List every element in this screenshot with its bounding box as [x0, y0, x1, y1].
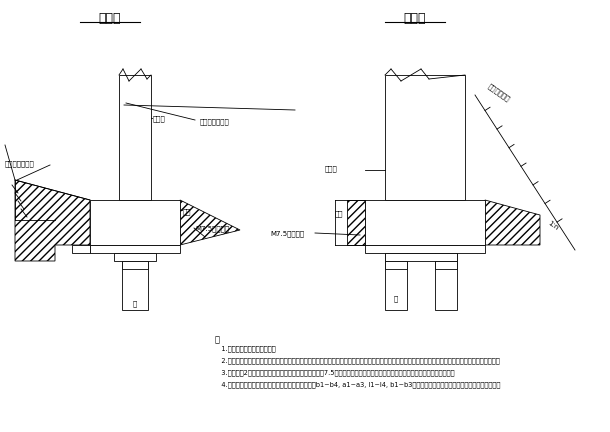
Text: 注: 注: [215, 335, 220, 344]
Text: 设计填筑地面线: 设计填筑地面线: [200, 118, 230, 124]
Text: 墩台身: 墩台身: [153, 115, 166, 122]
Text: M7.5碎卵片石: M7.5碎卵片石: [270, 230, 304, 237]
Text: 墩台身: 墩台身: [325, 165, 338, 172]
Bar: [122, 261, 148, 269]
Polygon shape: [180, 200, 240, 245]
Text: 3.承台周边2米范围内及开挖到各开挖覆盖石面应不大于7.5碎卵片石防护，管壁处不受冲刷，未台高度不放水，保障排水顺畅。: 3.承台周边2米范围内及开挖到各开挖覆盖石面应不大于7.5碎卵片石防护，管壁处不…: [215, 369, 454, 375]
Bar: [90, 245, 180, 253]
Text: 顺桥向: 顺桥向: [99, 12, 121, 25]
Polygon shape: [347, 200, 365, 245]
Text: 承台: 承台: [335, 210, 343, 216]
Bar: [72, 245, 90, 253]
Bar: [385, 253, 457, 261]
Text: 2.施工阶段测量精度应发生变化，应根据现场实际情况有效标高条件，结合设计结构图的情况，对影响范围内支护量的合理性，确保施工及运营阶段的安全。: 2.施工阶段测量精度应发生变化，应根据现场实际情况有效标高条件，结合设计结构图的…: [215, 357, 500, 364]
Bar: [114, 253, 156, 261]
Text: 1:n: 1:n: [547, 220, 559, 232]
Bar: [90, 200, 180, 245]
Text: 外侧填筑地面线: 外侧填筑地面线: [5, 160, 35, 167]
Text: 柱: 柱: [133, 300, 137, 307]
Text: M7.5碎卵片石: M7.5碎卵片石: [195, 225, 229, 232]
Text: 承台: 承台: [183, 208, 192, 215]
Bar: [385, 245, 407, 310]
Bar: [435, 245, 457, 310]
Bar: [385, 261, 407, 269]
Text: 横桥台地面线: 横桥台地面线: [486, 83, 511, 103]
Bar: [365, 245, 485, 253]
Text: 横桥向: 横桥向: [404, 12, 426, 25]
Text: 4.参中数量与实际相符且人入讨，以现场检查为准。b1~b4, a1~a3, l1~l4, b1~b3采用实际勘勘排出覆隔板层厂设计人员共同确定。: 4.参中数量与实际相符且人入讨，以现场检查为准。b1~b4, a1~a3, l1…: [215, 381, 500, 388]
Text: 1.本图尺寸均以厘米为单位。: 1.本图尺寸均以厘米为单位。: [215, 345, 276, 352]
Bar: [365, 200, 485, 245]
Bar: [385, 75, 465, 200]
Polygon shape: [15, 180, 90, 261]
Polygon shape: [485, 200, 540, 245]
Bar: [122, 245, 148, 310]
Text: 柱: 柱: [394, 295, 398, 302]
Bar: [119, 75, 151, 200]
Bar: [435, 261, 457, 269]
